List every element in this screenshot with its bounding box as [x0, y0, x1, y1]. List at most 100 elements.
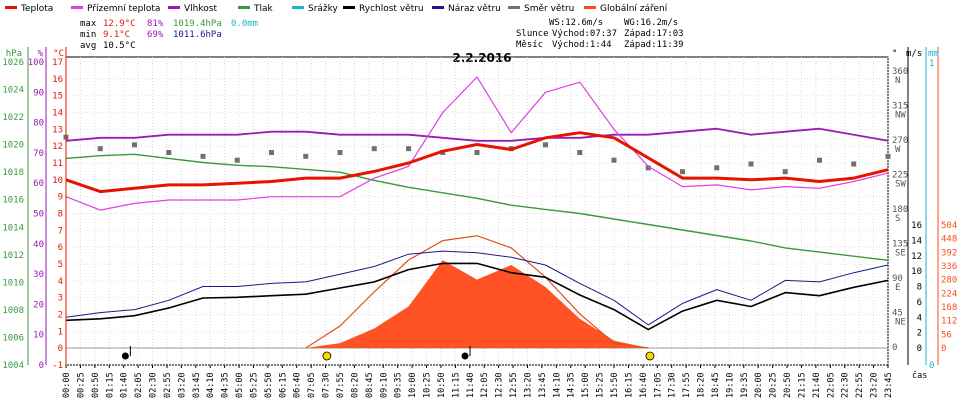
- radiation-tick-label: 168: [941, 303, 957, 313]
- radiation-tick-label: 504: [941, 221, 957, 231]
- chart-title: 2.2.2016: [452, 51, 511, 65]
- x-tick-label: 10:50: [437, 372, 447, 398]
- radiation-tick-label: 448: [941, 235, 957, 245]
- x-tick-label: 15:50: [610, 372, 620, 398]
- x-tick-label: 06:15: [278, 372, 288, 398]
- sunrise: Východ:07:37: [552, 29, 617, 39]
- legend-item: Náraz větru: [448, 4, 501, 14]
- legend-swatch: [168, 6, 180, 9]
- wind-speed-tick-label: 16: [911, 221, 922, 231]
- temperature-tick-label: 0: [58, 344, 63, 354]
- plot-area: [63, 56, 891, 366]
- legend-swatch: [508, 6, 520, 9]
- wind-dir-tick-label: 360: [892, 67, 908, 77]
- x-tick-label: 09:10: [379, 372, 389, 398]
- legend-swatch: [584, 6, 596, 9]
- radiation-tick-label: 0: [941, 344, 946, 354]
- wind-speed-tick-label: 10: [911, 267, 922, 277]
- pressure-tick-label: 1010: [2, 278, 24, 288]
- wind-direction-point: [611, 157, 617, 163]
- x-tick-label: 21:15: [797, 372, 807, 398]
- x-tick-label: 01:40: [120, 372, 130, 398]
- pressure-tick-label: 1008: [2, 306, 24, 316]
- x-tick-label: 07:05: [307, 372, 317, 398]
- moonrise-marker: [121, 352, 129, 360]
- wind-direction-point: [371, 146, 377, 152]
- temperature-tick-label: 9: [58, 193, 63, 203]
- humidity-tick-label: 100: [28, 58, 44, 68]
- x-tick-label: 04:35: [221, 372, 231, 398]
- x-tick-label: 18:20: [697, 372, 707, 398]
- wind-direction-point: [748, 161, 754, 167]
- rain-tick-label: 0: [929, 361, 934, 371]
- stats-max-rain: 0.0mm: [231, 19, 258, 29]
- x-tick-label: 15:25: [596, 372, 606, 398]
- radiation-tick-label: 392: [941, 248, 957, 258]
- x-tick-label: 05:25: [249, 372, 259, 398]
- temperature-tick-label: 8: [58, 210, 63, 220]
- x-tick-label: 16:40: [639, 372, 649, 398]
- x-tick-label: 06:40: [293, 372, 303, 398]
- x-tick-label: 09:35: [394, 372, 404, 398]
- wind-direction-point: [269, 150, 274, 155]
- stats-max-hum: 81%: [147, 19, 164, 29]
- sun-label: Slunce: [516, 29, 549, 39]
- series-temperature: [65, 131, 889, 194]
- stats-min-temp: 9.1°C: [103, 30, 130, 40]
- pressure-tick-label: 1020: [2, 141, 24, 151]
- moonrise: Východ:1:44: [552, 40, 612, 50]
- humidity-tick-label: 0: [39, 361, 44, 371]
- temperature-tick-label: 6: [58, 243, 63, 253]
- stats-avg-label: avg: [80, 41, 96, 51]
- humidity-tick-label: 20: [33, 300, 44, 310]
- x-tick-label: 21:40: [812, 372, 822, 398]
- stats-avg-temp: 10.5°C: [103, 41, 136, 51]
- wind-dir-compass-label: SW: [895, 180, 906, 190]
- temperature-tick-label: 13: [52, 125, 63, 135]
- wind-dir-compass-label: SE: [895, 249, 906, 259]
- temperature-tick-label: 1: [58, 327, 63, 337]
- x-tick-label: 20:50: [783, 372, 793, 398]
- legend-swatch: [292, 6, 304, 9]
- pressure-tick-label: 1014: [2, 223, 24, 233]
- axis-humidity-unit: %: [38, 49, 44, 59]
- x-tick-label: 14:35: [567, 372, 577, 398]
- legend-item: Přízemní teplota: [87, 4, 160, 14]
- temperature-tick-label: 2: [58, 311, 63, 321]
- wind-dir-tick-label: 180: [892, 205, 908, 215]
- x-tick-label: 16:15: [624, 372, 634, 398]
- wind-speed-tick-label: 8: [917, 283, 922, 293]
- x-tick-label: 12:30: [495, 372, 505, 398]
- pressure-tick-label: 1026: [2, 58, 24, 68]
- x-tick-label: 11:15: [451, 372, 461, 398]
- humidity-tick-label: 70: [33, 149, 44, 159]
- wind-direction-point: [406, 146, 411, 152]
- wind-dir-compass-label: W: [895, 145, 901, 155]
- temperature-tick-label: 3: [58, 294, 63, 304]
- axes: 00:00 00:25 00:50 01:15 01:40 02:05 02:30 02:55…: [2, 47, 957, 398]
- wind-direction-point: [885, 153, 891, 159]
- x-tick-label: 20:25: [769, 372, 779, 398]
- temperature-tick-label: 10: [52, 176, 63, 186]
- series-humidity: [65, 127, 889, 142]
- x-tick-label: 15:00: [581, 372, 591, 398]
- humidity-tick-label: 80: [33, 119, 44, 129]
- x-tick-label: 19:10: [725, 372, 735, 398]
- stats-max-label: max: [80, 19, 97, 29]
- rain-tick-label: 1: [929, 59, 934, 69]
- temperature-tick-label: 4: [58, 277, 63, 287]
- wind-direction-point: [337, 150, 343, 155]
- wind-direction-point: [132, 142, 137, 148]
- wind-dir-compass-label: S: [895, 214, 900, 224]
- x-tick-label: 01:15: [105, 372, 115, 398]
- pressure-tick-label: 1024: [2, 86, 24, 96]
- x-tick-label: 12:05: [480, 372, 490, 398]
- temperature-tick-label: 16: [52, 75, 63, 85]
- wind-speed-tick-label: 12: [911, 252, 922, 262]
- x-tick-label: 07:55: [336, 372, 346, 398]
- legend-item: Srážky: [308, 4, 339, 14]
- legend-swatch: [432, 6, 444, 9]
- x-tick-label: 23:20: [870, 372, 880, 398]
- radiation-tick-label: 56: [941, 330, 952, 340]
- wind-wg: WG:16.2m/s: [624, 18, 678, 28]
